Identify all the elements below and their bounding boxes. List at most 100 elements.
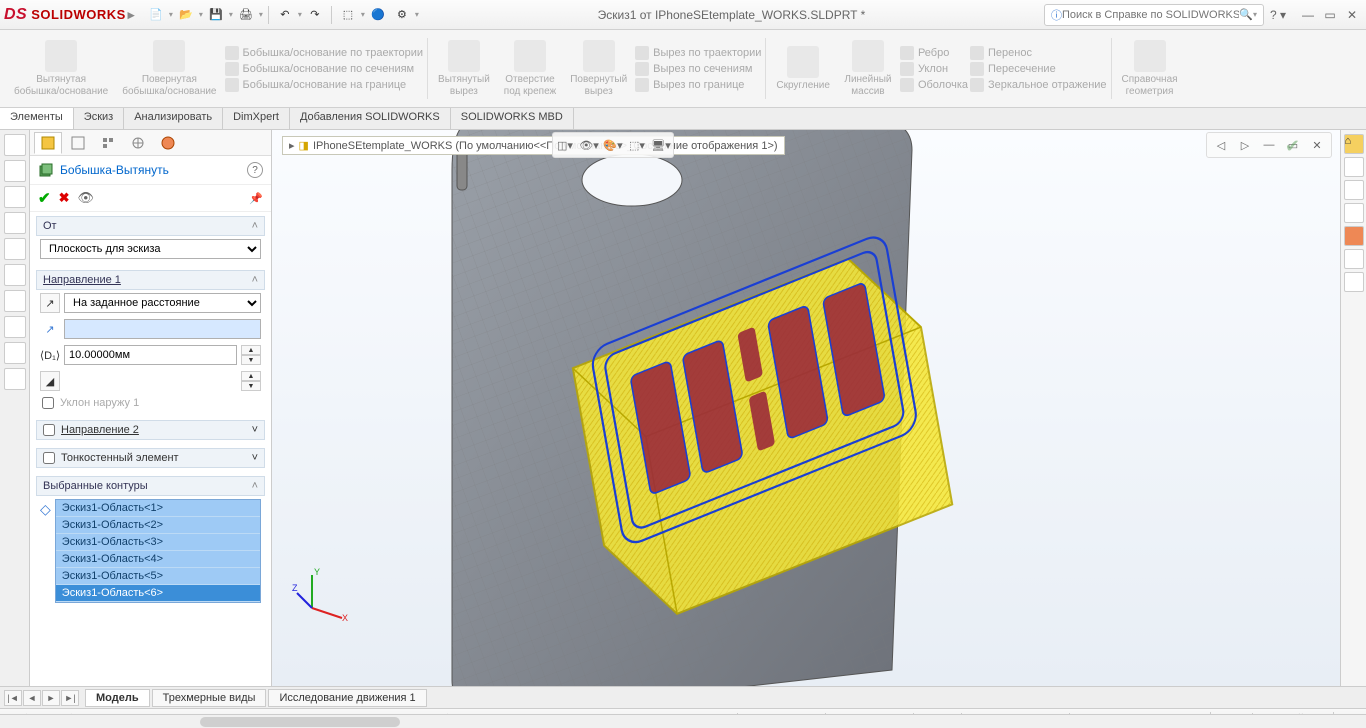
tab-features[interactable]: Элементы [0,108,74,129]
section-contours[interactable]: Выбранные контуры˄ [36,476,265,496]
tab-sketch[interactable]: Эскиз [74,108,124,129]
redo-button[interactable]: ↷ [304,4,326,26]
draft-button[interactable]: ◢ [40,371,60,391]
vp-display-button[interactable]: 👁▾ [579,135,599,155]
wrap-button[interactable]: Перенос [970,46,1107,60]
ls-icon-5[interactable] [4,238,26,260]
draft-button[interactable]: Уклон [900,62,968,76]
rs-appear-icon[interactable] [1344,226,1364,246]
graphics-viewport[interactable]: ▸ ◨ IPhoneSEtemplate_WORKS (По умолчанию… [272,130,1340,686]
end-condition-select[interactable]: На заданное расстояние [64,293,261,313]
revolve-boss-button[interactable]: Повернутаябобышка/основание [116,34,222,103]
rs-lib-icon[interactable] [1344,157,1364,177]
reverse-dir-button[interactable]: ↗ [40,293,60,313]
loft-boss-button[interactable]: Бобышка/основание по сечениям [225,62,424,76]
view-triad[interactable]: Y X Z [292,563,352,626]
pm-cancel-button[interactable]: ✖ [59,190,70,206]
rs-view-icon[interactable] [1344,203,1364,223]
contour-item[interactable]: Эскиз1-Область<4> [56,551,260,568]
thin-check[interactable] [43,452,55,464]
breadcrumb[interactable]: ▸ ◨ IPhoneSEtemplate_WORKS (По умолчанию… [282,136,785,155]
contour-item[interactable]: Эскиз1-Область<6> [56,585,260,602]
print-button[interactable]: 🖨 [235,4,257,26]
pm-ok-button[interactable]: ✔ [38,189,51,207]
revolve-cut-button[interactable]: Повернутыйвырез [564,34,633,103]
contour-item[interactable]: Эскиз1-Область<3> [56,534,260,551]
vp-next-button[interactable]: ▷ [1235,135,1255,155]
ls-icon-8[interactable] [4,316,26,338]
vp-scene-button[interactable]: 🎨▾ [603,135,623,155]
contour-item[interactable]: Эскиз1-Область<1> [56,500,260,517]
help-search[interactable]: ⓘ 🔍▾ [1044,4,1264,26]
section-from[interactable]: От˄ [36,216,265,236]
section-dir1[interactable]: Направление 1˄ [36,270,265,290]
tab-addins[interactable]: Добавления SOLIDWORKS [290,108,451,129]
loft-cut-button[interactable]: Вырез по сечениям [635,62,761,76]
draft-up[interactable]: ▲ [241,371,261,381]
ls-icon-1[interactable] [4,134,26,156]
hole-wizard-button[interactable]: Отверстиепод крепеж [498,34,562,103]
rs-explorer-icon[interactable] [1344,180,1364,200]
ls-icon-7[interactable] [4,290,26,312]
mirror-button[interactable]: Зеркальное отражение [970,78,1107,92]
maximize-button[interactable]: ▭ [1320,6,1340,24]
close-button[interactable]: ✕ [1342,6,1362,24]
contour-list[interactable]: Эскиз1-Область<1> Эскиз1-Область<2> Эски… [55,499,261,603]
fm-tab-feature[interactable] [34,132,62,154]
panel-scrollbar[interactable] [0,714,1366,728]
vp-view-button[interactable]: ⬚▾ [627,135,647,155]
bt-first[interactable]: |◄ [4,690,22,706]
vp-min-button[interactable]: — [1259,135,1279,155]
search-input[interactable] [1062,9,1239,21]
fm-tab-property[interactable] [64,132,92,154]
ls-icon-9[interactable] [4,342,26,364]
rib-button[interactable]: Ребро [900,46,968,60]
open-button[interactable]: 📂 [175,4,197,26]
linear-pattern-button[interactable]: Линейныймассив [838,34,898,103]
tab-mbd[interactable]: SOLIDWORKS MBD [451,108,574,129]
depth-input[interactable] [64,345,237,365]
fillet-button[interactable]: Скругление [770,34,836,103]
sweep-boss-button[interactable]: Бобышка/основание по траектории [225,46,424,60]
ref-geometry-button[interactable]: Справочнаягеометрия [1116,34,1184,103]
from-select[interactable]: Плоскость для эскиза [40,239,261,259]
rebuild-button[interactable]: 🔵 [367,4,389,26]
intersect-button[interactable]: Пересечение [970,62,1107,76]
extrude-cut-button[interactable]: Вытянутыйвырез [432,34,496,103]
bt-prev[interactable]: ◄ [23,690,41,706]
direction-field[interactable] [64,319,261,339]
shell-button[interactable]: Оболочка [900,78,968,92]
rs-prop-icon[interactable] [1344,249,1364,269]
fm-tab-dim[interactable] [124,132,152,154]
tab-model[interactable]: Модель [85,689,150,707]
ls-icon-6[interactable] [4,264,26,286]
tab-dimxpert[interactable]: DimXpert [223,108,290,129]
tab-evaluate[interactable]: Анализировать [124,108,223,129]
rs-forum-icon[interactable] [1344,272,1364,292]
minimize-button[interactable]: — [1298,6,1318,24]
bt-last[interactable]: ►| [61,690,79,706]
vp-orient-button[interactable]: ◫▾ [555,135,575,155]
vp-prev-button[interactable]: ◁ [1211,135,1231,155]
search-icon[interactable]: 🔍 [1239,8,1253,21]
vp-close-button[interactable]: ✕ [1307,135,1327,155]
save-button[interactable]: 💾 [205,4,227,26]
bt-next[interactable]: ► [42,690,60,706]
undo-button[interactable]: ↶ [274,4,296,26]
dir2-check[interactable] [43,424,55,436]
fm-tab-config[interactable] [94,132,122,154]
tab-3dviews[interactable]: Трехмерные виды [152,689,267,707]
select-button[interactable]: ⬚ [337,4,359,26]
ls-icon-10[interactable] [4,368,26,390]
depth-up[interactable]: ▲ [241,345,261,355]
draft-down[interactable]: ▼ [241,381,261,391]
contour-item[interactable]: Эскиз1-Область<5> [56,568,260,585]
ls-icon-2[interactable] [4,160,26,182]
pm-help-button[interactable]: ? [247,162,263,178]
pm-preview-button[interactable]: 👁 [77,190,94,206]
contour-item[interactable]: Эскиз1-Область<2> [56,517,260,534]
boundary-boss-button[interactable]: Бобышка/основание на границе [225,78,424,92]
options-button[interactable]: ⚙ [391,4,413,26]
help-dropdown[interactable]: ? ▾ [1268,6,1288,24]
vp-render-button[interactable]: 🖥▾ [651,135,671,155]
